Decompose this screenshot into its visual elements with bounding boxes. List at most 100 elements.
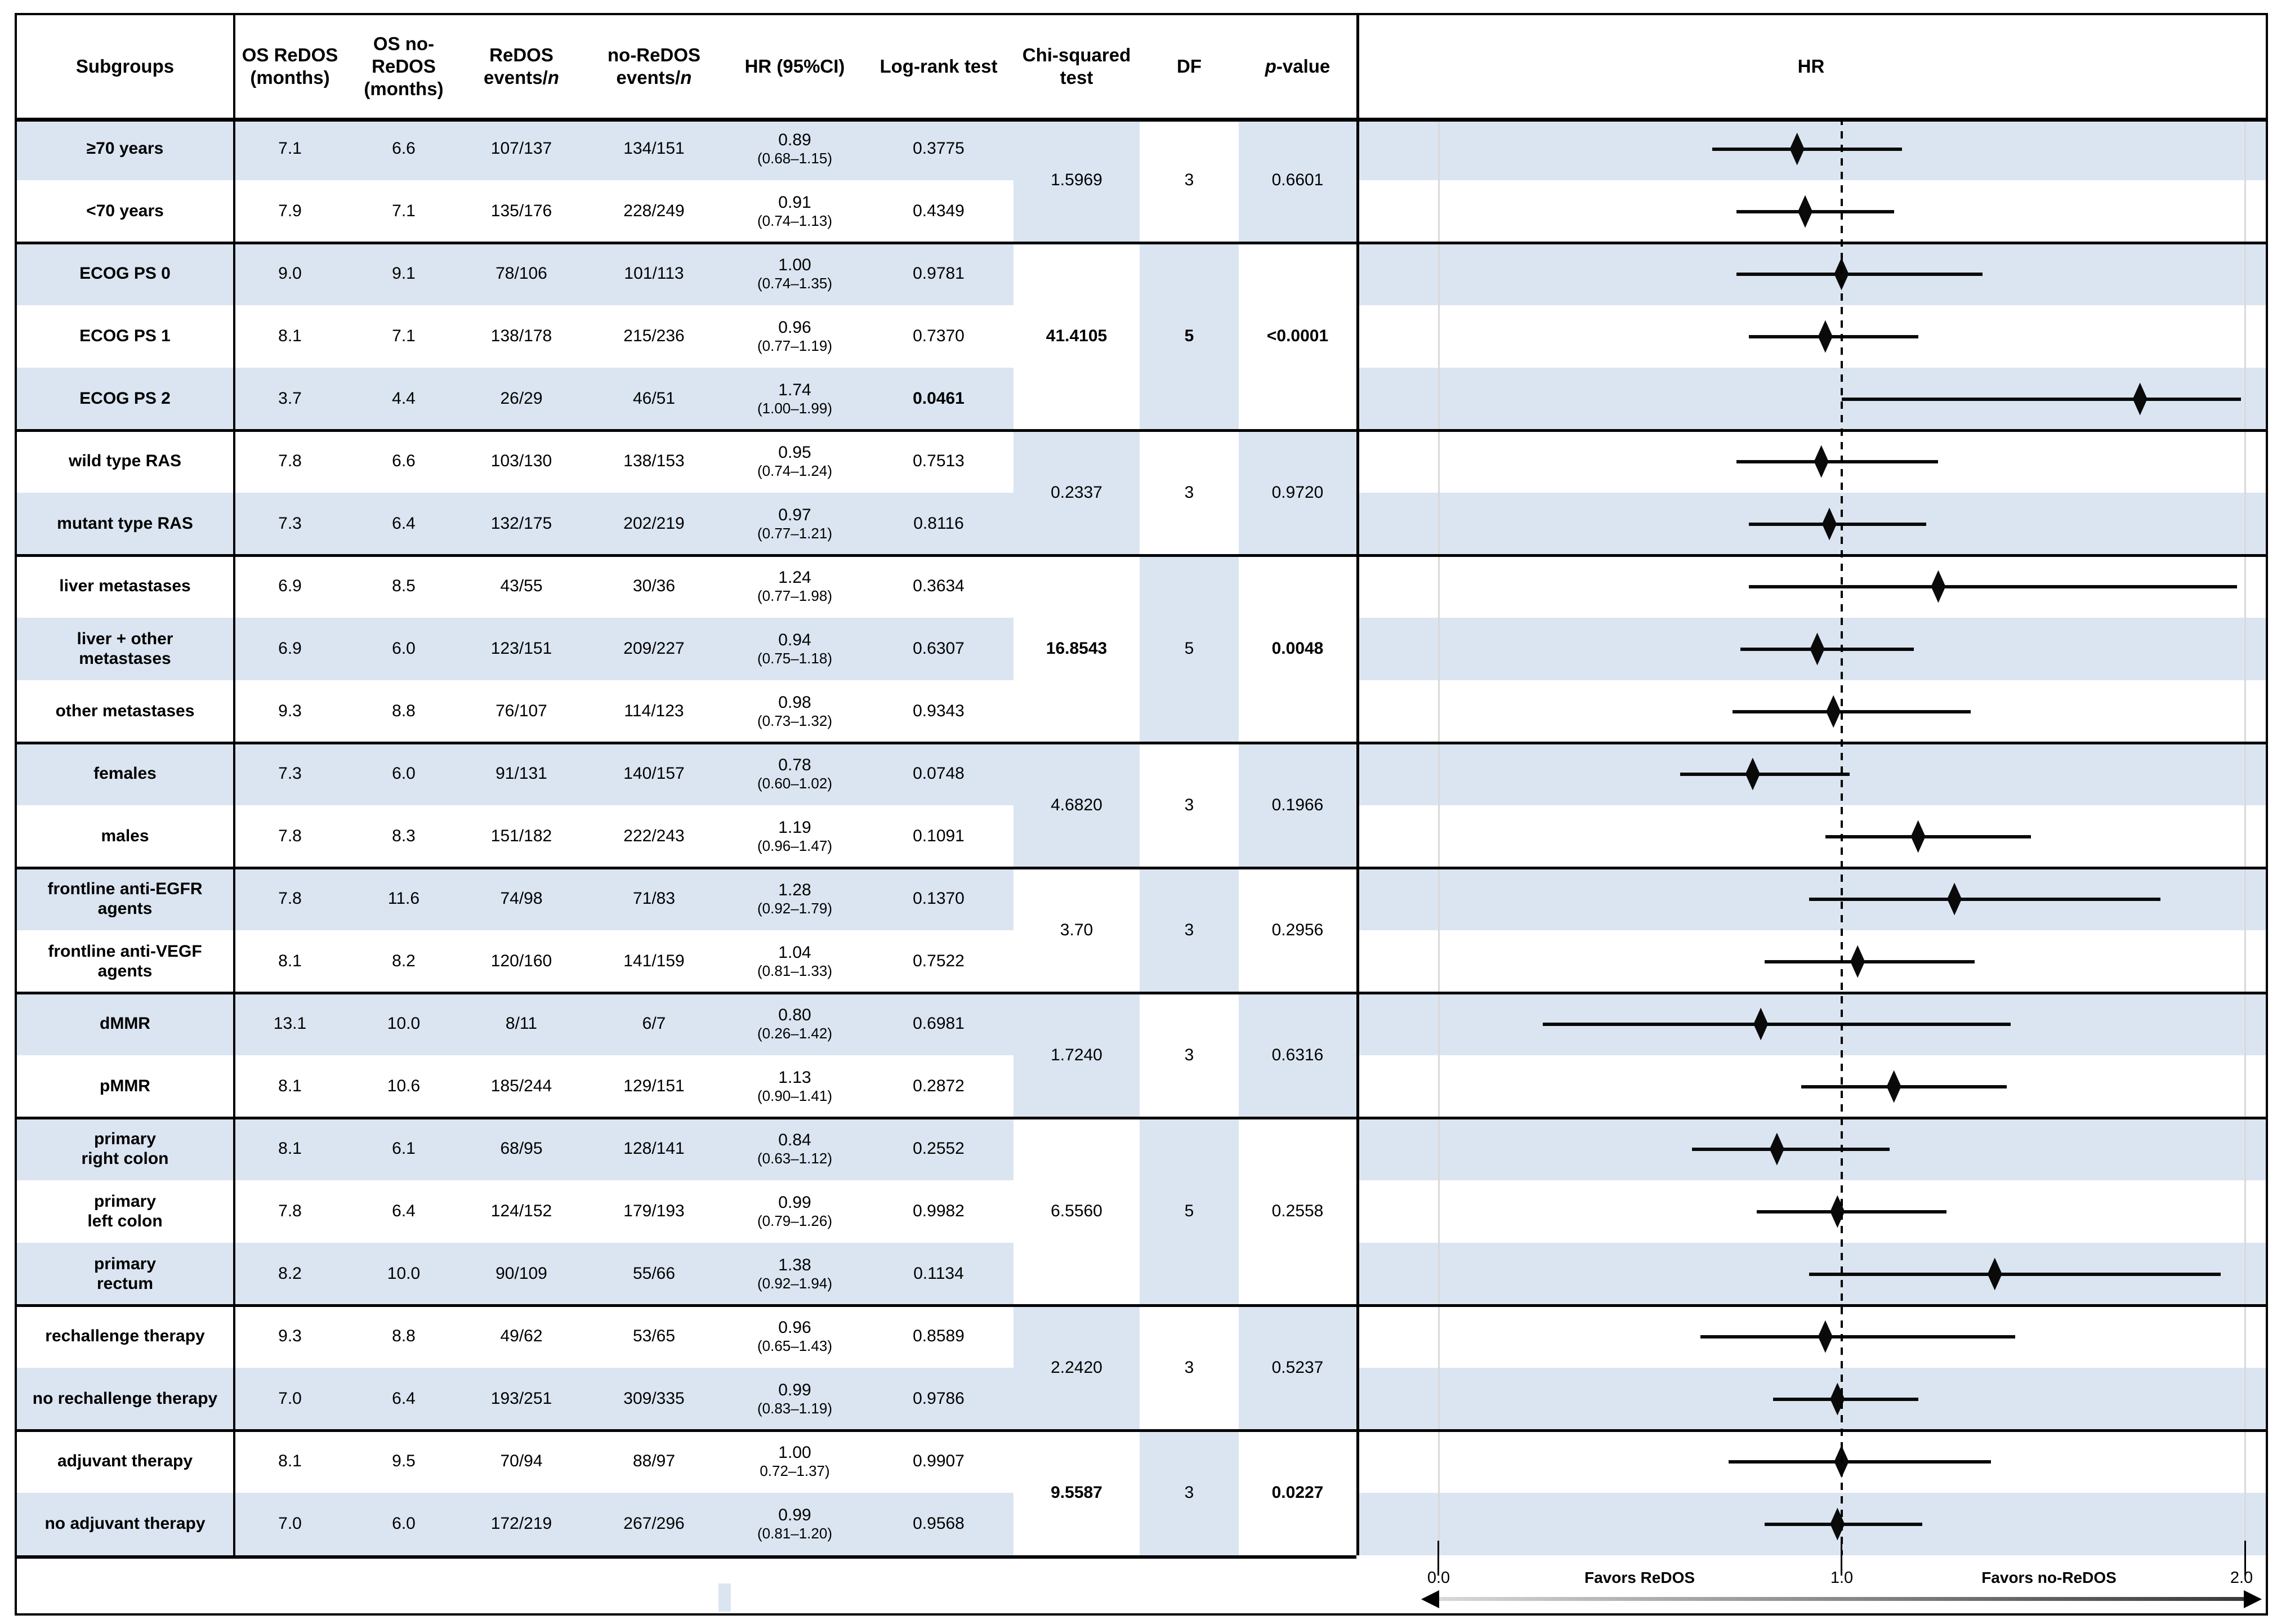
log-rank-value: 0.1370: [864, 868, 1014, 930]
no-redos-events-value: 228/249: [582, 180, 726, 243]
hr-ci-value: 0.84 (0.63–1.12): [726, 1118, 864, 1180]
p-value: 0.5237: [1239, 1305, 1356, 1430]
table-grid: Subgroups OS ReDOS (months) OS no-ReDOS …: [15, 13, 2268, 1616]
df-value: 3: [1140, 1430, 1239, 1555]
subgroup-label: ECOG PS 2: [17, 368, 233, 430]
redos-events-value: 193/251: [461, 1368, 582, 1430]
log-rank-value: 0.6307: [864, 618, 1014, 680]
no-redos-events-value: 140/157: [582, 743, 726, 805]
column-header-subgroups: Subgroups: [17, 15, 233, 118]
subgroup-label: females: [17, 743, 233, 805]
ci-line: [1740, 647, 1914, 651]
subgroup-label: no rechallenge therapy: [17, 1368, 233, 1430]
ci-line: [1801, 1085, 2007, 1088]
hr-ci-value: 0.80 (0.26–1.42): [726, 993, 864, 1055]
os-no-redos-value: 6.6: [347, 430, 461, 493]
subgroup-label: pMMR: [17, 1055, 233, 1118]
os-redos-value: 7.1: [233, 118, 347, 180]
forest-row: [1356, 243, 2266, 305]
subgroup-label: frontline anti-VEGF agents: [17, 930, 233, 993]
forest-row: [1356, 1430, 2266, 1493]
no-redos-events-value: 6/7: [582, 993, 726, 1055]
redos-events-value: 26/29: [461, 368, 582, 430]
hr-diamond: [1810, 632, 1825, 666]
hr-ci-value: 0.96 (0.65–1.43): [726, 1305, 864, 1368]
hr-ci-value: 1.00 0.72–1.37): [726, 1430, 864, 1493]
subgroup-label: primary rectum: [17, 1243, 233, 1305]
no-redos-events-value: 55/66: [582, 1243, 726, 1305]
favors-no-redos-label: Favors no-ReDOS: [1981, 1569, 2117, 1586]
subgroup-label: ≥70 years: [17, 118, 233, 180]
column-header-os-no-redos: OS no-ReDOS (months): [347, 15, 461, 118]
hr-ci-value: 1.74 (1.00–1.99): [726, 368, 864, 430]
axis-tick-0: [1437, 1541, 1439, 1576]
column-header-log-rank: Log-rank test: [864, 15, 1014, 118]
os-redos-value: 8.1: [233, 1055, 347, 1118]
forest-row: [1356, 1118, 2266, 1180]
table-bottom-border: [17, 1555, 2266, 1559]
hr-ci-value: 0.78 (0.60–1.02): [726, 743, 864, 805]
forest-row: [1356, 555, 2266, 618]
p-value: 0.6316: [1239, 993, 1356, 1118]
column-header-no-redos-events: no-ReDOS events/n: [582, 15, 726, 118]
axis-tick-1: [1841, 1541, 1842, 1576]
forest-row: [1356, 1493, 2266, 1555]
hr-diamond: [1822, 507, 1837, 541]
os-no-redos-value: 9.5: [347, 1430, 461, 1493]
hr-ci-value: 0.95 (0.74–1.24): [726, 430, 864, 493]
p-value: <0.0001: [1239, 243, 1356, 430]
os-redos-value: 9.3: [233, 1305, 347, 1368]
chi-squared-value: 2.2420: [1014, 1305, 1140, 1430]
forest-row: [1356, 1305, 2266, 1368]
forest-row: [1356, 118, 2266, 180]
redos-events-value: 138/178: [461, 305, 582, 368]
os-redos-value: 8.1: [233, 1430, 347, 1493]
redos-events-value: 68/95: [461, 1118, 582, 1180]
redos-events-value: 107/137: [461, 118, 582, 180]
axis-tick-2: [2244, 1541, 2246, 1576]
header-separator: [17, 118, 2266, 122]
ci-line: [1712, 147, 1902, 151]
ci-line: [1733, 710, 1971, 713]
redos-events-value: 8/11: [461, 993, 582, 1055]
os-no-redos-value: 6.6: [347, 118, 461, 180]
redos-events-value: 49/62: [461, 1305, 582, 1368]
ci-line: [1809, 897, 2160, 901]
chi-squared-value: 0.2337: [1014, 430, 1140, 555]
hr-diamond: [2132, 382, 2147, 416]
chi-squared-value: 3.70: [1014, 868, 1140, 993]
os-redos-value: 7.8: [233, 430, 347, 493]
subgroup-label: adjuvant therapy: [17, 1430, 233, 1493]
ci-line: [1748, 585, 2237, 588]
redos-events-value: 78/106: [461, 243, 582, 305]
log-rank-value: 0.0461: [864, 368, 1014, 430]
no-redos-events-value: 267/296: [582, 1493, 726, 1555]
subgroup-label: primary left colon: [17, 1180, 233, 1243]
ci-line: [1680, 772, 1850, 776]
ci-line: [1809, 1272, 2221, 1276]
divider-after-subgroups: [233, 15, 235, 1555]
chi-squared-value: 41.4105: [1014, 243, 1140, 430]
ci-line: [1543, 1022, 2011, 1026]
os-redos-value: 3.7: [233, 368, 347, 430]
group-separator: [17, 242, 2266, 244]
hr-ci-value: 1.00 (0.74–1.35): [726, 243, 864, 305]
favors-redos-label: Favors ReDOS: [1584, 1569, 1695, 1586]
redos-events-value: 185/244: [461, 1055, 582, 1118]
log-rank-value: 0.3775: [864, 118, 1014, 180]
ci-line: [1773, 1397, 1918, 1401]
subgroup-label: no adjuvant therapy: [17, 1493, 233, 1555]
log-rank-value: 0.8589: [864, 1305, 1014, 1368]
os-no-redos-value: 6.1: [347, 1118, 461, 1180]
no-redos-events-value: 53/65: [582, 1305, 726, 1368]
df-value: 3: [1140, 993, 1239, 1118]
group-separator: [17, 1117, 2266, 1119]
hr-diamond: [1753, 1007, 1769, 1041]
redos-events-value: 103/130: [461, 430, 582, 493]
column-header-redos-events: ReDOS events/n: [461, 15, 582, 118]
redos-events-value: 132/175: [461, 493, 582, 555]
chi-squared-value: 4.6820: [1014, 743, 1140, 868]
no-redos-events-value: 134/151: [582, 118, 726, 180]
subgroup-label: mutant type RAS: [17, 493, 233, 555]
subgroup-label: liver metastases: [17, 555, 233, 618]
